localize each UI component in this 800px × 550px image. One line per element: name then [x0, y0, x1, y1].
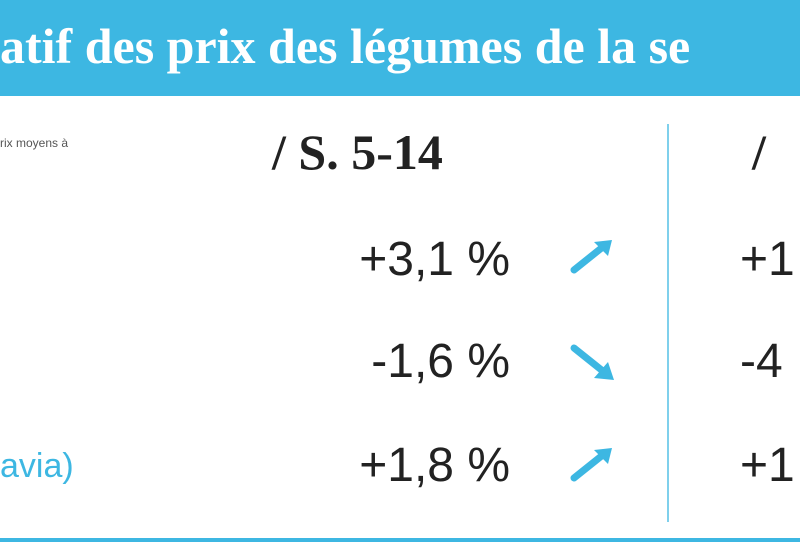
title: atif des prix des légumes de la se: [0, 18, 691, 74]
arrow-down-icon: [570, 344, 614, 380]
arrow-up-icon: [570, 240, 612, 274]
cell: +1: [740, 233, 795, 286]
arrow-up-icon: [570, 448, 612, 482]
cell: +3,1 %: [359, 233, 510, 286]
cell: +1: [740, 439, 795, 492]
cell: -1,6 %: [371, 335, 510, 388]
bottom-rule: [0, 538, 800, 542]
column-header: / S. 5-14: [272, 124, 443, 180]
title-bar: atif des prix des légumes de la se: [0, 0, 800, 96]
column-note: rix moyens à: [0, 136, 69, 150]
column-divider: [667, 124, 669, 522]
column-header: /: [752, 124, 766, 180]
row-label: avia): [0, 447, 74, 485]
cell: -4: [740, 335, 783, 388]
cell: +1,8 %: [359, 439, 510, 492]
